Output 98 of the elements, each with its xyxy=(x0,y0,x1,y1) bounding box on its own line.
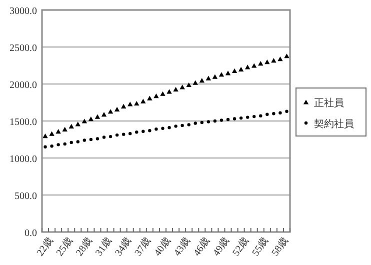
point xyxy=(94,114,100,119)
legend-label: 契約社員 xyxy=(314,118,354,130)
point xyxy=(76,140,80,144)
x-tick-label: 55歳 xyxy=(250,235,271,258)
y-tick-label: 2500.0 xyxy=(10,43,37,54)
x-tick-label: 25歳 xyxy=(54,235,76,258)
point xyxy=(180,84,185,90)
point xyxy=(44,145,47,148)
point xyxy=(225,70,231,76)
point xyxy=(174,124,178,128)
point xyxy=(75,122,80,126)
point xyxy=(128,102,133,106)
point xyxy=(173,86,178,92)
point xyxy=(271,58,276,63)
point xyxy=(272,112,276,116)
point xyxy=(102,136,106,139)
point xyxy=(108,109,114,114)
point xyxy=(89,138,93,142)
point xyxy=(147,96,152,100)
point xyxy=(161,126,164,130)
point xyxy=(120,104,126,108)
legend-label: 正社員 xyxy=(314,97,344,109)
point xyxy=(82,118,88,124)
point xyxy=(284,54,290,58)
y-tick-label: 1500.0 xyxy=(10,117,37,128)
point xyxy=(232,68,238,73)
point xyxy=(187,123,190,126)
point xyxy=(238,66,244,72)
point xyxy=(252,63,257,68)
y-tick-label: 1000.0 xyxy=(10,154,37,165)
point xyxy=(285,110,288,113)
point xyxy=(148,129,152,132)
point xyxy=(194,122,197,125)
point xyxy=(239,116,243,120)
point xyxy=(168,126,171,130)
x-tick-label: 52歳 xyxy=(230,235,252,258)
point xyxy=(42,134,48,138)
point xyxy=(82,138,86,142)
point xyxy=(232,117,236,120)
point xyxy=(56,143,60,146)
x-tick-label: 31歳 xyxy=(92,235,114,258)
point xyxy=(154,128,158,131)
point xyxy=(166,89,172,94)
point xyxy=(206,76,212,80)
point xyxy=(122,132,126,136)
point xyxy=(264,60,270,64)
point xyxy=(220,118,224,122)
x-tick-label: 58歳 xyxy=(269,235,290,258)
point xyxy=(63,142,66,146)
x-tick-label: 37歳 xyxy=(132,235,154,258)
y-tick-label: 500.0 xyxy=(14,191,37,202)
point xyxy=(49,131,54,136)
point xyxy=(115,133,119,137)
point xyxy=(50,144,54,148)
point xyxy=(70,140,73,144)
point xyxy=(108,134,112,138)
x-tick-label: 49歳 xyxy=(210,235,232,258)
y-tick-label: 3000.0 xyxy=(10,6,37,17)
x-tick-label: 22歳 xyxy=(34,235,56,258)
point xyxy=(56,129,61,134)
point xyxy=(154,94,159,98)
point xyxy=(180,124,184,128)
point xyxy=(278,56,283,62)
point xyxy=(62,126,68,132)
x-tick-label: 40歳 xyxy=(152,235,173,258)
x-tick-label: 34歳 xyxy=(112,235,134,258)
point xyxy=(212,74,218,79)
point xyxy=(140,98,146,104)
x-tick-label: 46歳 xyxy=(190,235,212,258)
point xyxy=(186,82,192,88)
point xyxy=(114,106,120,112)
point xyxy=(218,72,224,77)
point xyxy=(192,80,198,85)
point xyxy=(160,91,166,96)
point xyxy=(206,120,210,124)
point xyxy=(258,60,264,66)
point xyxy=(88,116,94,122)
point xyxy=(259,114,262,118)
x-tick-label: 43歳 xyxy=(171,235,193,258)
y-tick-label: 0.0 xyxy=(24,228,37,239)
point xyxy=(226,118,230,122)
point xyxy=(135,130,138,134)
point xyxy=(278,111,282,114)
point xyxy=(142,130,145,133)
point xyxy=(68,124,74,128)
point xyxy=(134,100,140,106)
point xyxy=(213,119,217,123)
y-tick-label: 2000.0 xyxy=(10,80,37,91)
point xyxy=(244,64,250,70)
point xyxy=(96,137,100,140)
point xyxy=(128,132,132,136)
point xyxy=(266,112,269,116)
point xyxy=(246,116,250,119)
x-tick-label: 28歳 xyxy=(73,235,95,258)
point xyxy=(252,114,256,118)
point xyxy=(101,112,107,117)
point xyxy=(199,78,204,83)
point xyxy=(200,120,204,124)
